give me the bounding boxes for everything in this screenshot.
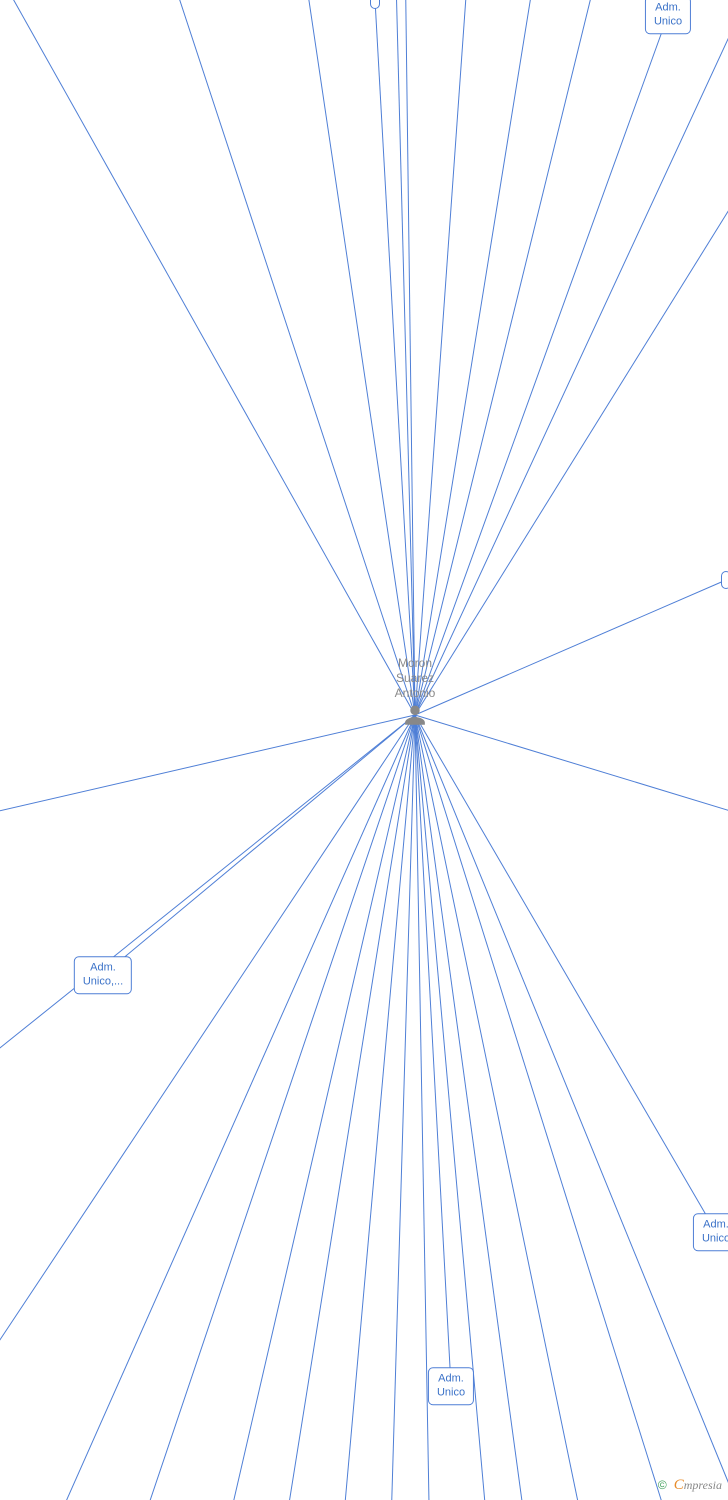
graph-node[interactable] [721, 571, 728, 589]
graph-node[interactable]: Adm. Unico [645, 0, 691, 34]
graph-node[interactable]: Adm. Unico [428, 1367, 474, 1405]
brand-rest: mpresia [684, 1478, 722, 1492]
copyright-symbol: © [658, 1478, 667, 1492]
person-icon[interactable] [402, 702, 428, 728]
graph-node[interactable]: Adm. Unico [693, 1213, 728, 1251]
brand-first-letter: C [674, 1477, 684, 1493]
edges-layer [0, 0, 728, 1500]
graph-node[interactable] [370, 0, 380, 9]
center-node-label: Moron Suarez Antonio [395, 656, 436, 701]
watermark: © Cmpresia [658, 1477, 722, 1494]
graph-node[interactable]: Adm. Unico,... [74, 956, 132, 994]
